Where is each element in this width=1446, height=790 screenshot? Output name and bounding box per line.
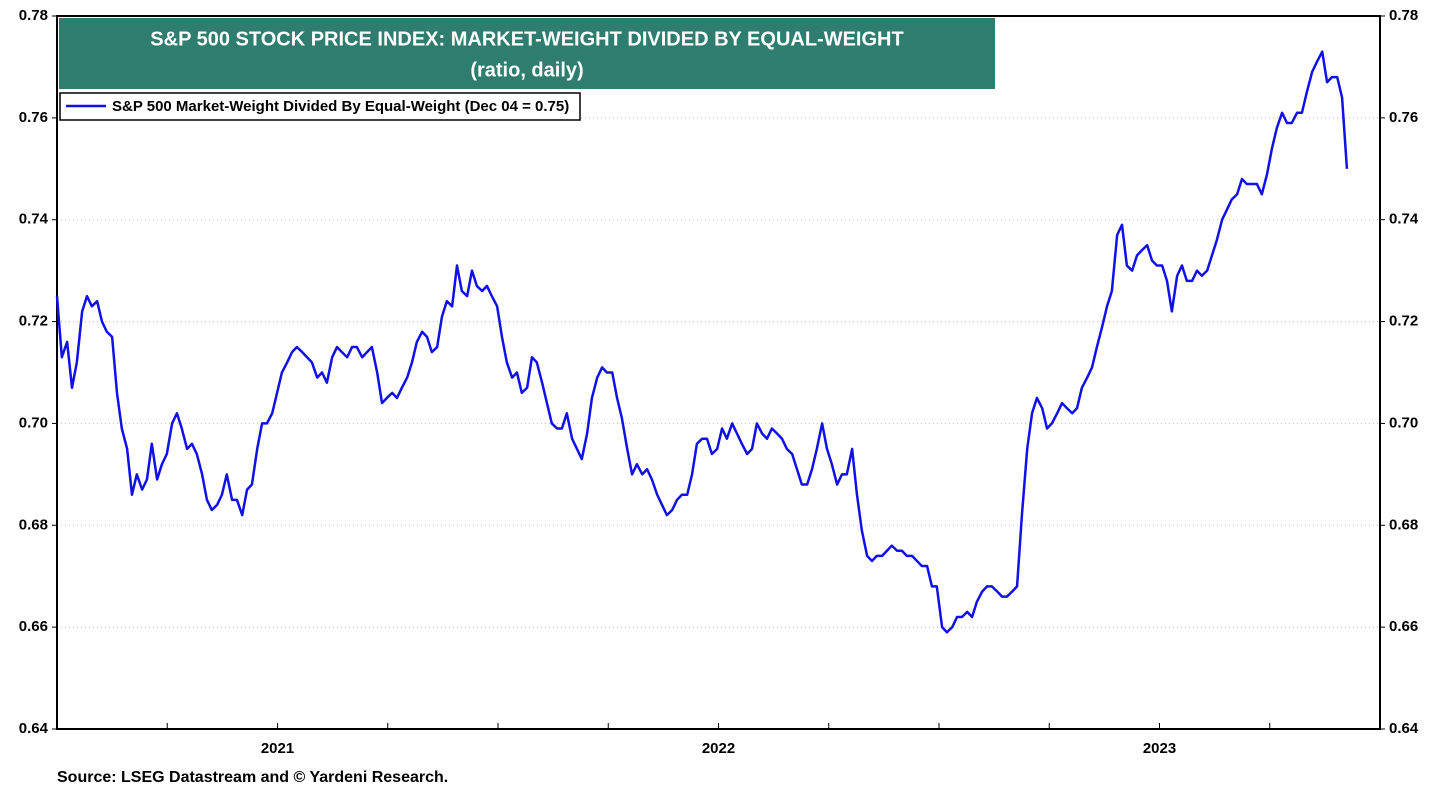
y2-tick-label: 0.76: [1389, 109, 1418, 126]
title-box: [59, 18, 995, 89]
plot-frame: [56, 15, 1381, 730]
y-tick-label: 0.78: [19, 7, 48, 24]
y-tick-label: 0.64: [19, 720, 49, 737]
y-tick-label: 0.72: [19, 313, 48, 330]
y-tick-label: 0.74: [19, 211, 49, 228]
x-tick-label: 2022: [702, 740, 735, 757]
y2-tick-label: 0.78: [1389, 7, 1418, 24]
y2-tick-label: 0.70: [1389, 414, 1418, 431]
source-note: Source: LSEG Datastream and © Yardeni Re…: [57, 769, 448, 786]
y2-tick-label: 0.74: [1389, 211, 1419, 228]
y2-tick-label: 0.64: [1389, 720, 1419, 737]
y-tick-label: 0.70: [19, 414, 48, 431]
legend-label: S&P 500 Market-Weight Divided By Equal-W…: [112, 98, 569, 115]
chart-title: S&P 500 STOCK PRICE INDEX: MARKET-WEIGHT…: [150, 28, 903, 50]
legend-box: [59, 92, 581, 121]
x-tick-label: 2021: [261, 740, 294, 757]
series-line: [55, 50, 1349, 634]
chart-subtitle: (ratio, daily): [470, 59, 583, 81]
y-tick-label: 0.66: [19, 618, 48, 635]
y2-tick-label: 0.68: [1389, 516, 1418, 533]
y2-tick-label: 0.66: [1389, 618, 1418, 635]
x-tick-label: 2023: [1143, 740, 1176, 757]
y-tick-label: 0.76: [19, 109, 48, 126]
y-tick-label: 0.68: [19, 516, 48, 533]
y2-tick-label: 0.72: [1389, 313, 1418, 330]
